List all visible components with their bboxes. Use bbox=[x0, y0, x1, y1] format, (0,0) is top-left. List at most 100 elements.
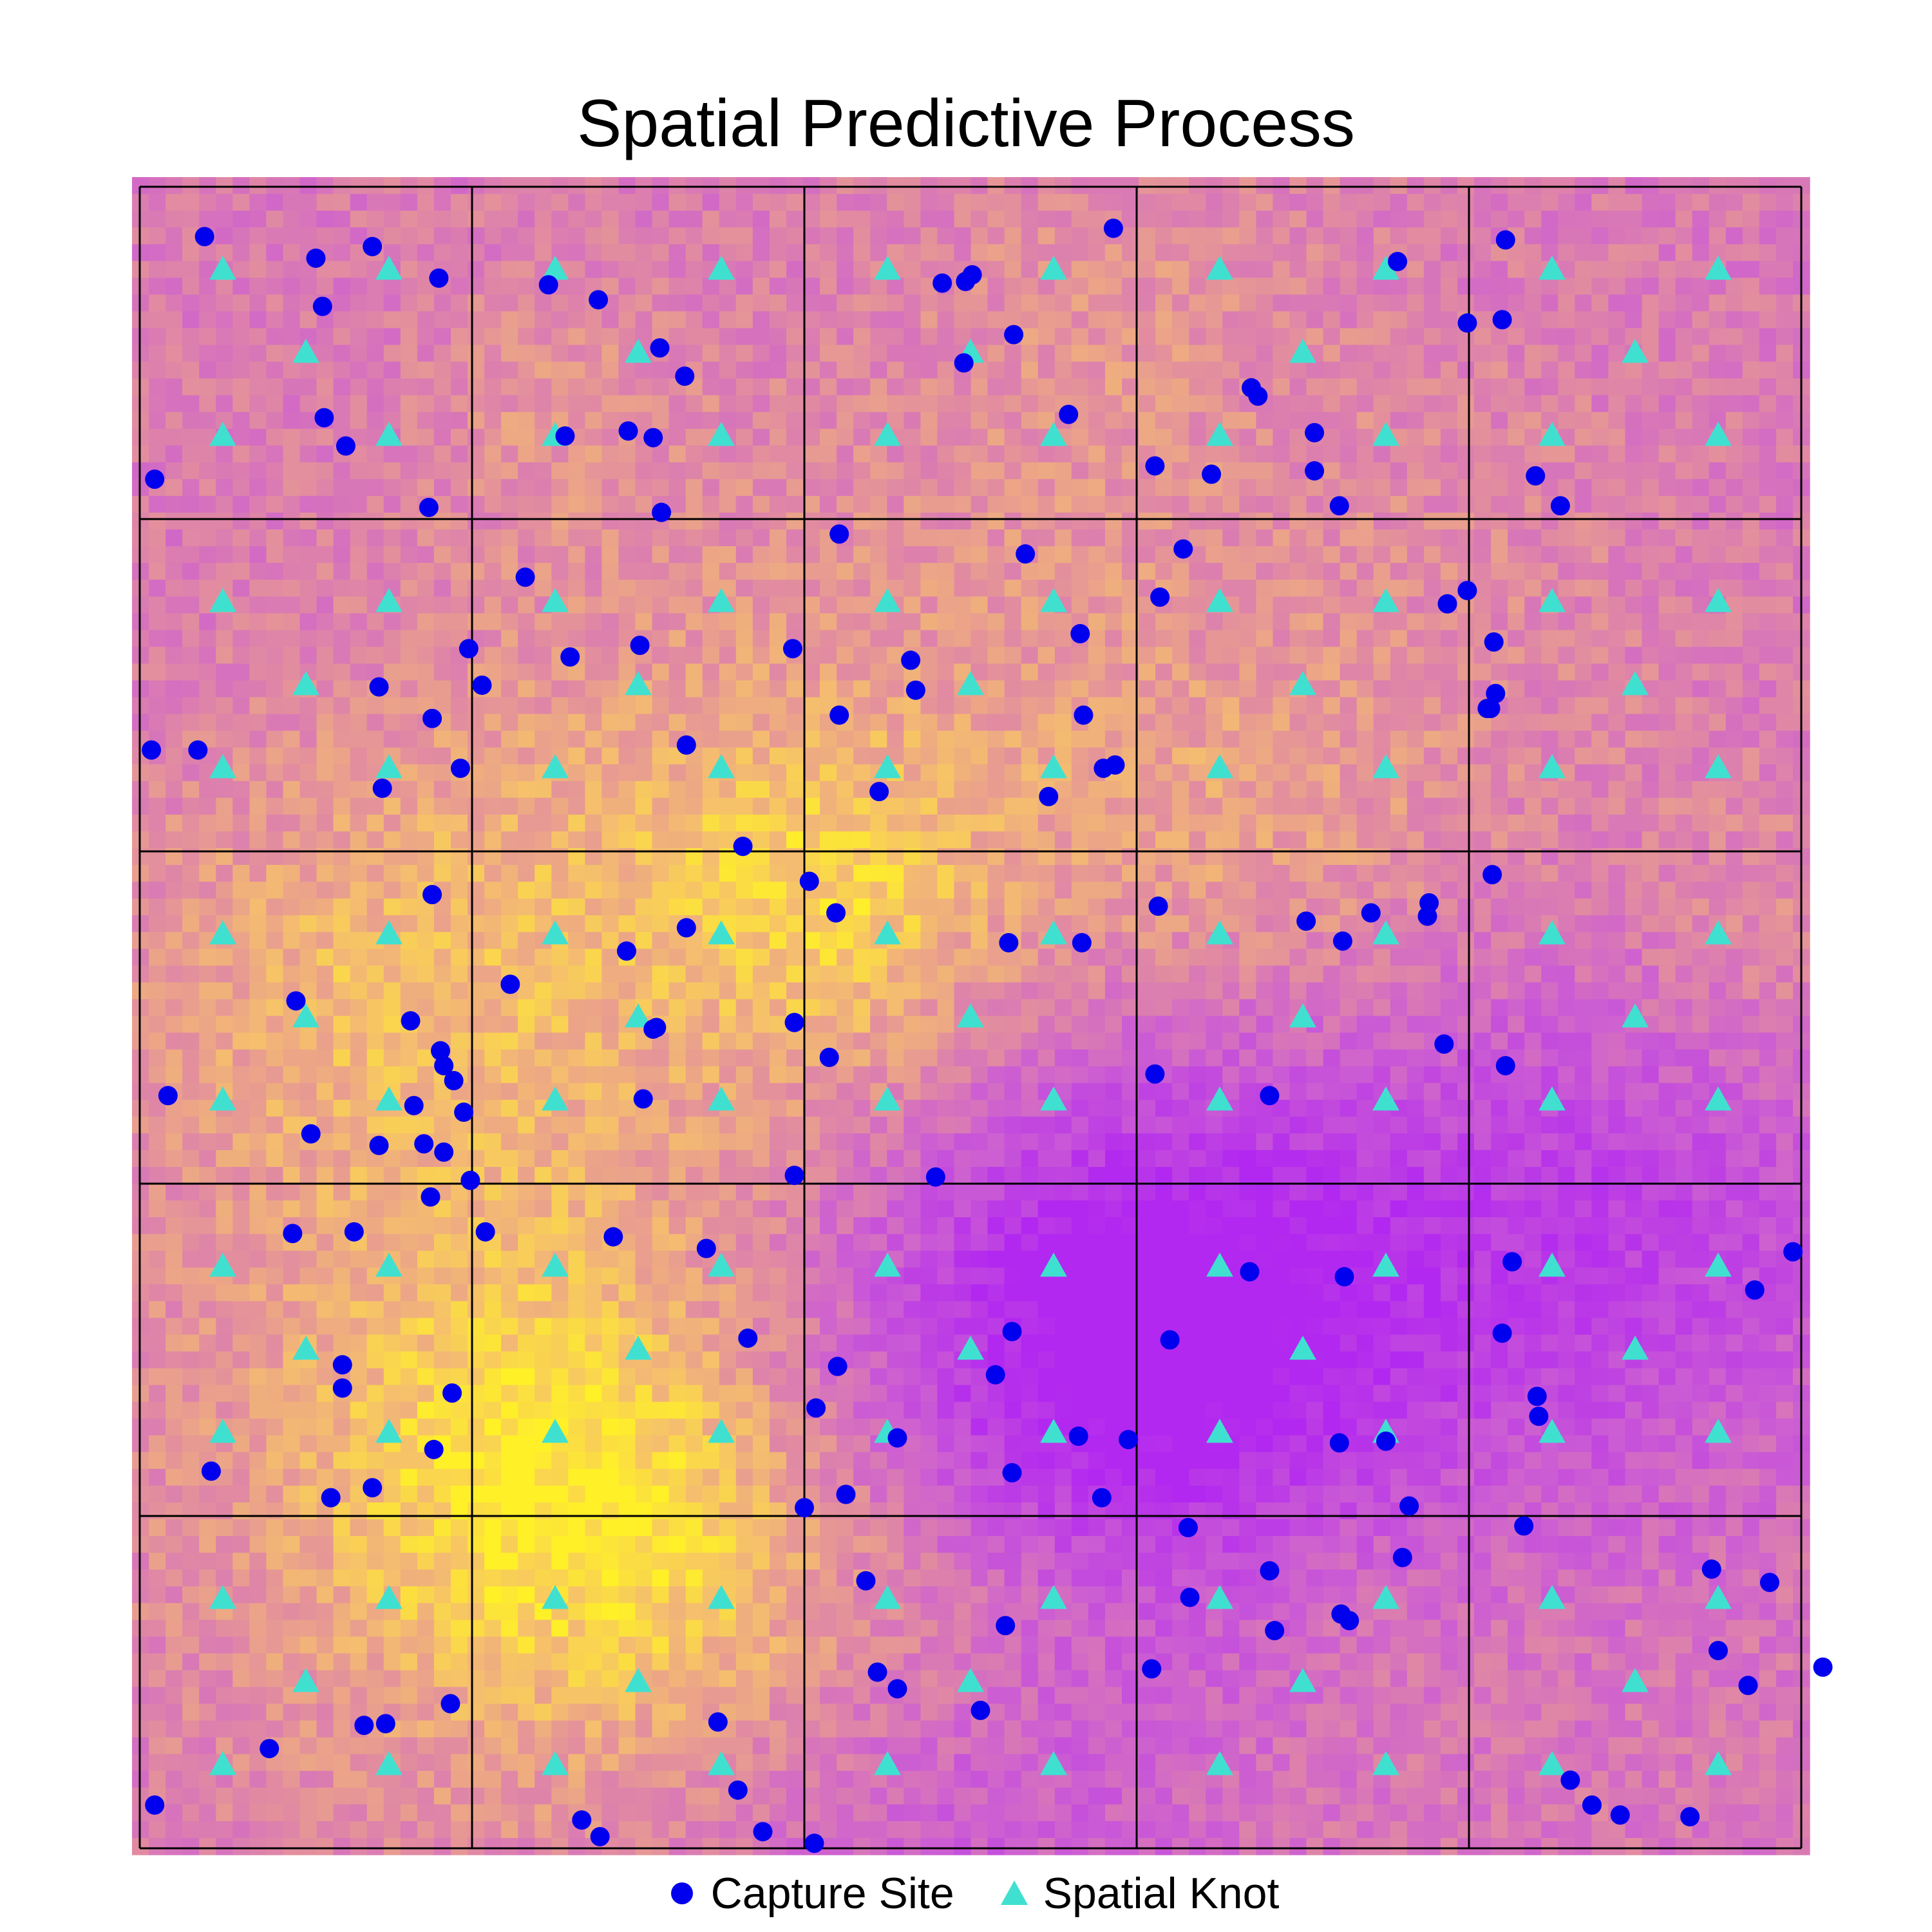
capture-site-point bbox=[301, 1124, 321, 1144]
capture-site-point bbox=[782, 639, 802, 659]
capture-site-point bbox=[560, 647, 580, 667]
spatial-knot-point bbox=[1206, 588, 1233, 612]
capture-site-point bbox=[676, 918, 696, 938]
capture-site-point bbox=[500, 974, 520, 994]
spatial-knot-point bbox=[1539, 1751, 1566, 1776]
capture-site-point bbox=[1738, 1676, 1758, 1696]
capture-site-point bbox=[434, 1142, 454, 1162]
spatial-knot-point bbox=[874, 1585, 901, 1609]
spatial-knot-point bbox=[375, 1253, 402, 1277]
spatial-knot-point bbox=[1206, 1751, 1233, 1776]
capture-site-point bbox=[819, 1047, 839, 1067]
capture-site-legend-icon bbox=[670, 1882, 693, 1904]
spatial-knot-point bbox=[1705, 422, 1732, 446]
spatial-knot-point bbox=[625, 339, 652, 363]
spatial-knot-point bbox=[874, 754, 901, 779]
capture-site-point bbox=[1002, 1463, 1022, 1482]
capture-site-point bbox=[1495, 230, 1515, 250]
spatial-knot-point bbox=[1705, 1253, 1732, 1277]
spatial-knot-point bbox=[292, 671, 319, 696]
capture-site-point bbox=[1783, 1242, 1803, 1262]
capture-site-point bbox=[442, 1383, 462, 1403]
capture-site-point bbox=[1240, 1262, 1260, 1282]
capture-site-point bbox=[194, 227, 214, 247]
capture-site-point bbox=[589, 290, 609, 310]
capture-site-point bbox=[475, 1222, 495, 1242]
capture-site-series bbox=[142, 218, 1833, 1853]
capture-site-point bbox=[1482, 865, 1502, 885]
capture-site-point bbox=[901, 650, 921, 670]
spatial-knot-point bbox=[292, 1003, 319, 1028]
spatial-knot-point bbox=[625, 671, 652, 696]
capture-site-point bbox=[429, 268, 449, 288]
spatial-knot-point bbox=[1705, 1419, 1732, 1443]
capture-site-point bbox=[1150, 587, 1170, 607]
capture-site-point bbox=[1701, 1559, 1721, 1579]
capture-site-point bbox=[1103, 218, 1123, 238]
capture-site-point bbox=[472, 676, 492, 695]
capture-site-point bbox=[1180, 1587, 1200, 1607]
spatial-knot-point bbox=[1289, 1003, 1316, 1028]
spatial-knot-point bbox=[1040, 1086, 1067, 1111]
legend-label-capture-site: Capture Site bbox=[710, 1869, 954, 1918]
capture-site-point bbox=[1759, 1573, 1779, 1593]
capture-site-point bbox=[354, 1716, 374, 1736]
spatial-knot-point bbox=[1040, 920, 1067, 945]
spatial-knot-point bbox=[1705, 1086, 1732, 1111]
spatial-knot-point bbox=[1372, 754, 1399, 779]
capture-site-point bbox=[145, 1795, 165, 1815]
spatial-knot-point bbox=[542, 1086, 569, 1111]
spatial-knot-point bbox=[1622, 1003, 1649, 1028]
capture-site-point bbox=[1550, 496, 1570, 516]
capture-site-point bbox=[515, 567, 535, 587]
spatial-knot-point bbox=[542, 1751, 569, 1776]
spatial-knot-point bbox=[209, 1751, 236, 1776]
capture-site-point bbox=[422, 708, 442, 728]
spatial-knot-point bbox=[957, 671, 984, 696]
capture-site-point bbox=[1059, 404, 1079, 424]
capture-site-point bbox=[1039, 786, 1059, 806]
spatial-knot-point bbox=[874, 588, 901, 612]
spatial-knot-point bbox=[1289, 1668, 1316, 1692]
capture-site-point bbox=[996, 1616, 1016, 1636]
spatial-knot-point bbox=[209, 920, 236, 945]
spatial-knot-point bbox=[292, 1336, 319, 1360]
capture-site-point bbox=[1388, 252, 1408, 272]
capture-site-point bbox=[1709, 1640, 1728, 1660]
spatial-knot-point bbox=[1040, 754, 1067, 779]
capture-site-point bbox=[1392, 1548, 1412, 1567]
spatial-knot-point bbox=[874, 256, 901, 280]
capture-site-point bbox=[1329, 1433, 1349, 1453]
spatial-knot-point bbox=[375, 754, 402, 779]
capture-site-point bbox=[158, 1086, 178, 1106]
capture-site-point bbox=[867, 1662, 887, 1682]
spatial-knot-point bbox=[209, 256, 236, 280]
spatial-knot-point bbox=[708, 256, 735, 280]
spatial-knot-point bbox=[375, 920, 402, 945]
capture-site-point bbox=[616, 941, 636, 961]
capture-site-point bbox=[999, 933, 1019, 952]
capture-site-point bbox=[1145, 1064, 1165, 1084]
capture-site-point bbox=[1142, 1659, 1162, 1679]
spatial-knot-point bbox=[708, 920, 735, 945]
spatial-knot-point bbox=[209, 1585, 236, 1609]
capture-site-point bbox=[312, 296, 332, 316]
capture-site-point bbox=[1813, 1657, 1833, 1677]
spatial-knot-point bbox=[1539, 754, 1566, 779]
capture-site-point bbox=[369, 1135, 389, 1155]
capture-site-point bbox=[460, 1170, 480, 1190]
spatial-knot-point bbox=[1705, 754, 1732, 779]
spatial-knot-point bbox=[708, 588, 735, 612]
capture-site-point bbox=[422, 885, 442, 905]
capture-site-point bbox=[954, 353, 974, 373]
capture-site-point bbox=[962, 265, 982, 285]
spatial-knot-point bbox=[542, 1585, 569, 1609]
capture-site-point bbox=[1305, 422, 1325, 442]
spatial-knot-point bbox=[1040, 1253, 1067, 1277]
capture-site-point bbox=[887, 1679, 907, 1699]
spatial-knot-point bbox=[1539, 920, 1566, 945]
capture-site-point bbox=[590, 1826, 610, 1846]
spatial-knot-point bbox=[209, 754, 236, 779]
spatial-knot-point bbox=[1040, 422, 1067, 446]
spatial-knot-point bbox=[1206, 256, 1233, 280]
